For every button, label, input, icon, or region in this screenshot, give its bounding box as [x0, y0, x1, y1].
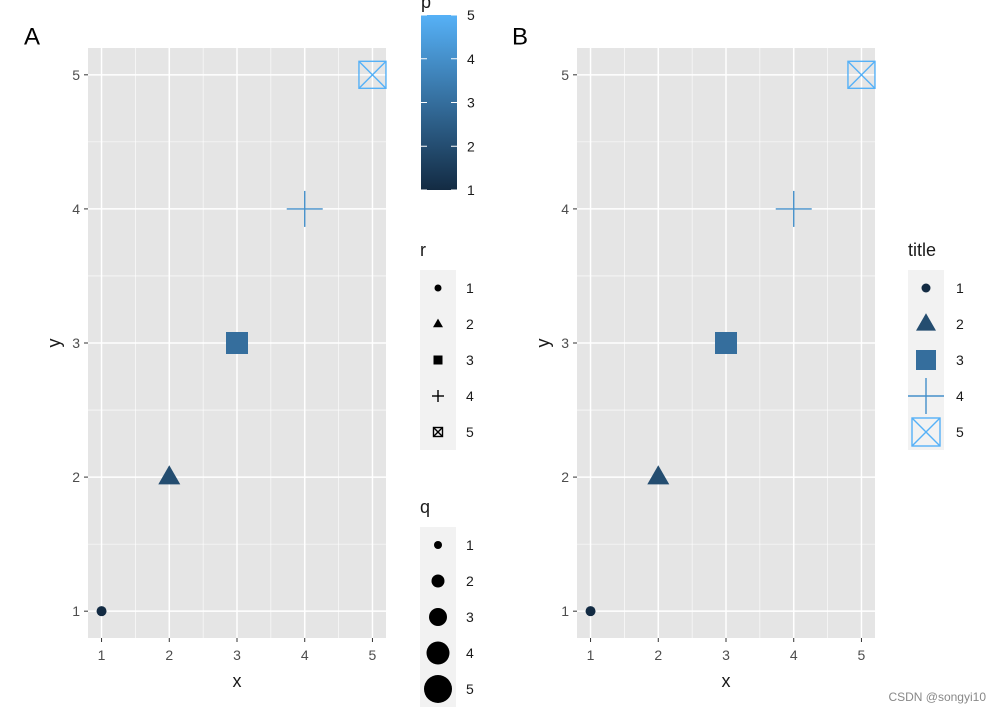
data-point	[775, 190, 812, 227]
data-point	[96, 606, 107, 617]
legend-r-key-square	[433, 355, 443, 365]
y-tick-label: 5	[72, 67, 80, 83]
legend-label: 1	[956, 280, 964, 296]
legend-label: 4	[956, 388, 964, 404]
legend-q-label: 4	[466, 645, 474, 661]
legend-q-key-circle	[431, 574, 445, 588]
watermark: CSDN @songyi10	[888, 690, 986, 704]
legend-r-title: r	[420, 240, 426, 260]
panel-b-tag: B	[512, 24, 528, 51]
x-tick-label: 1	[98, 647, 106, 663]
legend-title: title	[908, 240, 936, 260]
panel-a-tag: A	[24, 24, 40, 51]
legend-r-key-plus	[432, 390, 444, 402]
y-tick-label: 4	[561, 201, 569, 217]
data-point	[226, 332, 248, 354]
y-tick-label: 1	[561, 603, 569, 619]
y-axis-title: y	[533, 339, 553, 348]
y-tick-label: 2	[72, 469, 80, 485]
legend-p-title: p	[421, 0, 431, 12]
legend-key-circle	[921, 283, 931, 293]
legend-q-key-circle	[434, 541, 442, 549]
legend-q-label: 1	[466, 537, 474, 553]
legend-p-label: 1	[467, 182, 475, 198]
y-tick-label: 1	[72, 603, 80, 619]
legend-key-square	[916, 350, 936, 370]
data-point	[715, 332, 737, 354]
legend-r-label: 4	[466, 388, 474, 404]
legend-q-label: 2	[466, 573, 474, 589]
x-tick-label: 3	[722, 647, 730, 663]
x-tick-label: 2	[654, 647, 662, 663]
x-axis-title: x	[722, 671, 731, 691]
legend-r-label: 2	[466, 316, 474, 332]
legend-key-plus	[908, 378, 944, 414]
legend-q-key-circle	[429, 608, 447, 626]
legend-r-key-triangle	[433, 318, 443, 328]
legend-r-key-circle	[434, 284, 442, 292]
data-point	[847, 60, 876, 90]
y-tick-label: 2	[561, 469, 569, 485]
data-point	[286, 190, 323, 227]
data-point	[358, 60, 387, 90]
legend-q-title: q	[420, 497, 430, 517]
y-tick-label: 5	[561, 67, 569, 83]
y-tick-label: 3	[72, 335, 80, 351]
legend-label: 5	[956, 424, 964, 440]
y-axis-title: y	[44, 339, 64, 348]
legend-q-label: 3	[466, 609, 474, 625]
legend-p-label: 5	[467, 7, 475, 23]
data-point	[585, 606, 596, 617]
legend-label: 3	[956, 352, 964, 368]
x-tick-label: 2	[165, 647, 173, 663]
legend-q-key-circle	[424, 675, 452, 703]
y-tick-label: 4	[72, 201, 80, 217]
legend-p-label: 4	[467, 51, 475, 67]
legend-label: 2	[956, 316, 964, 332]
legend-q-label: 5	[466, 681, 474, 697]
legend-r-label: 1	[466, 280, 474, 296]
x-tick-label: 5	[369, 647, 377, 663]
x-tick-label: 4	[301, 647, 309, 663]
legend-p-label: 3	[467, 95, 475, 111]
data-point	[647, 465, 670, 485]
x-axis-title: x	[233, 671, 242, 691]
x-tick-label: 1	[587, 647, 595, 663]
legend-r-label: 3	[466, 352, 474, 368]
legend-r-label: 5	[466, 424, 474, 440]
y-tick-label: 3	[561, 335, 569, 351]
x-tick-label: 5	[858, 647, 866, 663]
data-point	[158, 465, 181, 485]
legend-p-label: 2	[467, 138, 475, 154]
legend-key-boxcross	[911, 417, 941, 447]
x-tick-label: 4	[790, 647, 798, 663]
legend-key-triangle	[916, 313, 936, 331]
legend-q-key-circle	[426, 641, 450, 665]
legend-r-key-boxcross	[432, 426, 444, 438]
x-tick-label: 3	[233, 647, 241, 663]
